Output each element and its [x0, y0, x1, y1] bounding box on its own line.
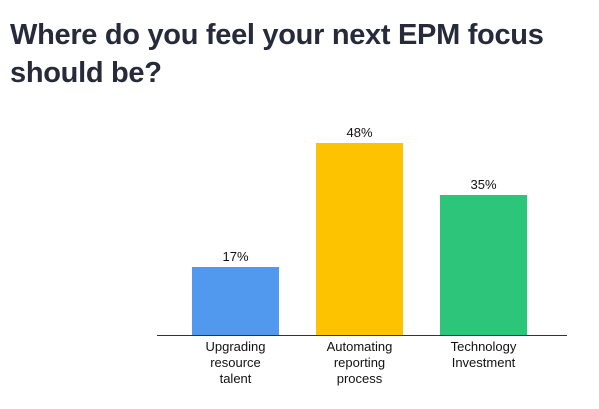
value-label-1: 17% [222, 249, 248, 264]
bar-1 [192, 267, 279, 335]
chart-title: Where do you feel your next EPM focus sh… [10, 19, 544, 89]
value-label-2: 48% [346, 125, 372, 140]
bar-3 [440, 195, 527, 335]
category-label-1: Upgrading resource talent [206, 339, 266, 386]
category-label-3: Technology Investment [451, 339, 517, 370]
bar-2 [316, 143, 403, 335]
value-label-3: 35% [470, 177, 496, 192]
category-label-2: Automating reporting process [327, 339, 393, 386]
